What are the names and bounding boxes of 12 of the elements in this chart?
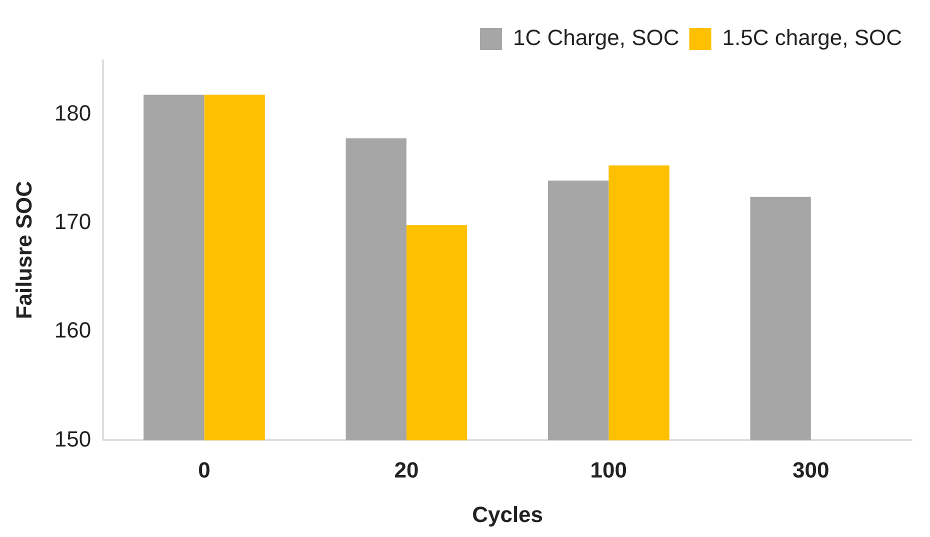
y-axis-title: Failusre SOC xyxy=(11,180,36,320)
x-tick-label: 20 xyxy=(394,457,419,482)
legend-label: 1C Charge, SOC xyxy=(512,25,680,50)
x-axis-title: Cycles xyxy=(472,502,544,527)
x-tick-label: 100 xyxy=(590,457,628,482)
x-tick-label: 300 xyxy=(792,457,830,482)
y-tick-label: 180 xyxy=(54,100,92,126)
legend-label: 1.5C charge, SOC xyxy=(722,25,902,50)
x-tick-label: 0 xyxy=(198,457,210,482)
y-tick-label: 150 xyxy=(54,426,92,452)
y-tick-label: 160 xyxy=(54,318,92,343)
y-tick-label: 170 xyxy=(54,209,92,234)
